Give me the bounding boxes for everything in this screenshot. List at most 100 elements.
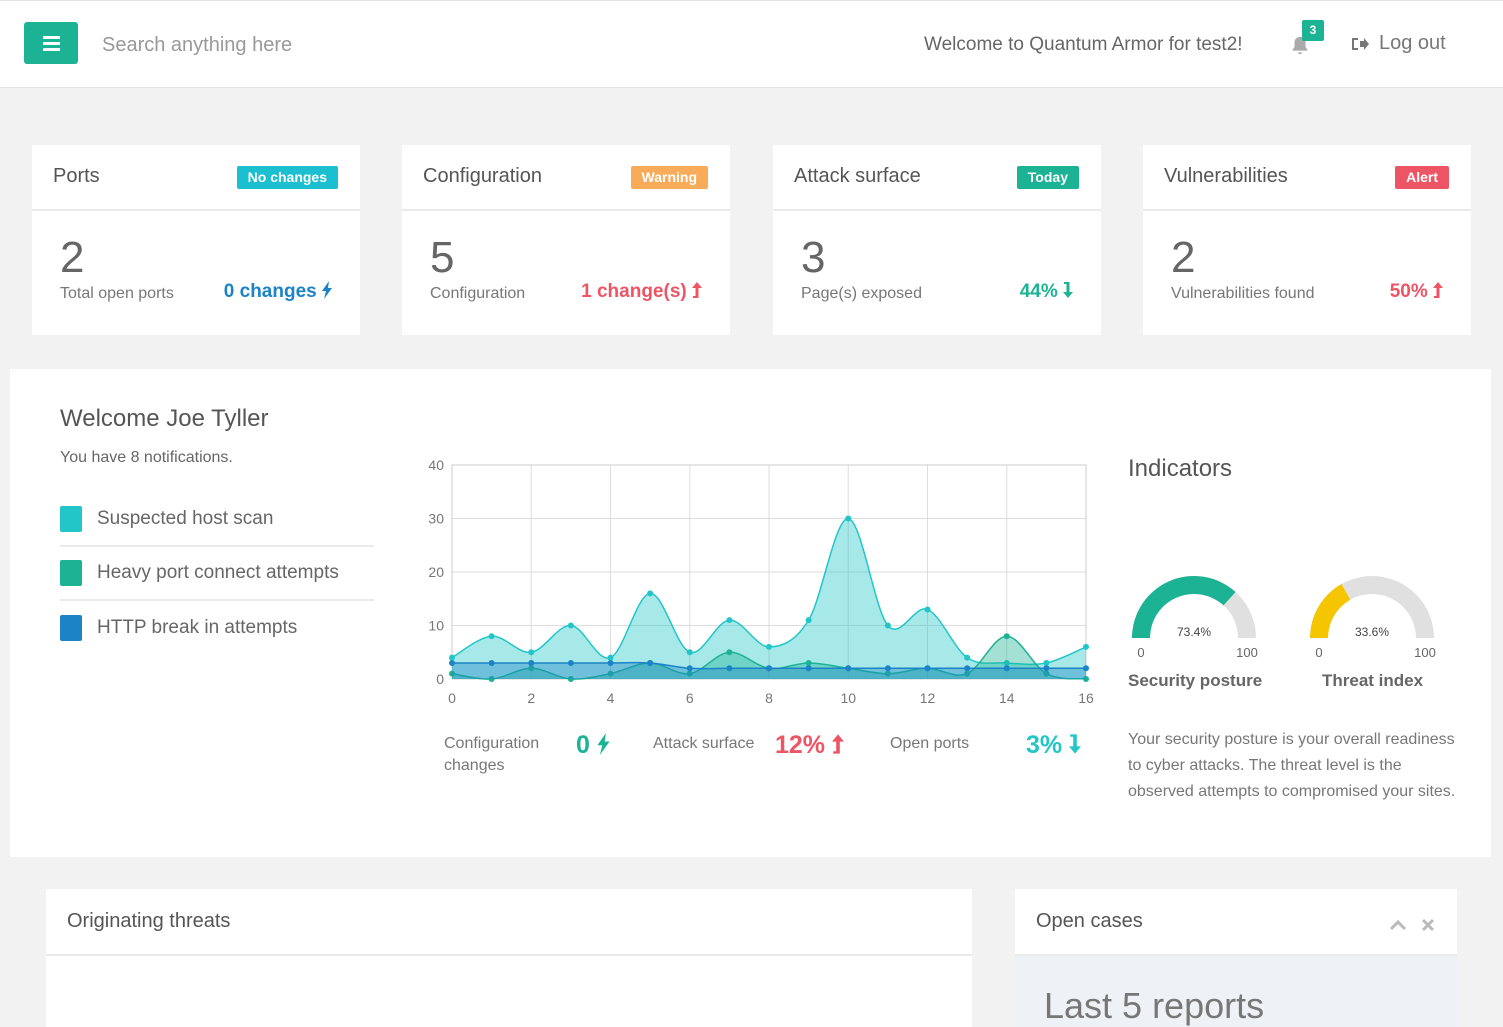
security-posture-gauge: 73.4% 0 100 bbox=[1132, 576, 1258, 660]
data-point-http-break bbox=[964, 665, 971, 672]
data-point-port-connect bbox=[805, 659, 812, 666]
card-title: Vulnerabilities bbox=[1164, 165, 1288, 187]
card-value: 2 bbox=[60, 233, 85, 282]
vulnerabilities-card: Vulnerabilities Alert 2 Vulnerabilities … bbox=[1143, 145, 1471, 335]
data-point-http-break bbox=[1003, 665, 1010, 672]
series-area-host-scan bbox=[452, 518, 1086, 679]
logout-link[interactable]: Log out bbox=[1351, 32, 1446, 55]
data-point-host-scan bbox=[766, 643, 772, 650]
card-title: Ports bbox=[53, 165, 100, 187]
legend-label: Suspected host scan bbox=[97, 508, 274, 529]
close-icon[interactable] bbox=[1421, 918, 1435, 932]
y-tick-label: 30 bbox=[428, 511, 444, 527]
x-tick-label: 0 bbox=[448, 690, 456, 706]
arrow-down-icon bbox=[1063, 282, 1073, 298]
status-badge: Alert bbox=[1395, 166, 1449, 189]
card-header: Attack surface Today bbox=[773, 145, 1101, 211]
chevron-up-icon[interactable] bbox=[1390, 919, 1406, 931]
data-point-http-break bbox=[607, 659, 614, 666]
arrow-up-icon bbox=[1433, 282, 1443, 298]
stat-value: 12% bbox=[775, 731, 844, 760]
arrow-up-icon bbox=[832, 734, 844, 754]
gauge-fill bbox=[1132, 576, 1236, 638]
originating-threats-panel: Originating threats bbox=[46, 889, 972, 1027]
card-change-value: 1 change(s) bbox=[581, 281, 687, 302]
legend-item[interactable]: HTTP break in attempts bbox=[60, 601, 374, 655]
gauge-label: Security posture bbox=[1128, 671, 1263, 690]
y-tick-label: 40 bbox=[428, 457, 444, 473]
legend-swatch bbox=[60, 506, 82, 532]
panel-header: Open cases bbox=[1015, 889, 1457, 956]
stat-value-text: 0 bbox=[576, 731, 590, 759]
data-point-port-connect bbox=[488, 676, 495, 682]
card-value: 5 bbox=[430, 233, 455, 282]
legend-item[interactable]: Suspected host scan bbox=[60, 493, 374, 547]
data-point-http-break bbox=[1083, 665, 1089, 672]
data-point-http-break bbox=[567, 659, 574, 666]
card-change: 1 change(s) bbox=[581, 281, 702, 303]
card-subtitle: Vulnerabilities found bbox=[1171, 285, 1315, 302]
card-header: Configuration Warning bbox=[402, 145, 730, 211]
plot-border bbox=[451, 464, 1087, 680]
gauge-fill bbox=[1310, 584, 1351, 638]
card-value: 3 bbox=[801, 233, 826, 282]
status-badge: Warning bbox=[630, 166, 708, 189]
card-change-value: 0 changes bbox=[223, 281, 317, 302]
data-point-http-break bbox=[924, 665, 931, 672]
stat-value: 0 bbox=[576, 731, 610, 760]
data-point-port-connect bbox=[449, 670, 455, 677]
card-value: 2 bbox=[1171, 233, 1196, 282]
x-tick-label: 10 bbox=[840, 690, 856, 706]
gauge-max: 100 bbox=[1236, 645, 1258, 660]
card-subtitle: Page(s) exposed bbox=[801, 285, 922, 302]
hamburger-icon bbox=[43, 36, 60, 39]
panel-header: Originating threats bbox=[46, 889, 972, 956]
data-point-host-scan bbox=[1043, 659, 1050, 666]
panel-title: Originating threats bbox=[67, 910, 231, 932]
data-point-port-connect bbox=[1083, 676, 1089, 682]
legend-item[interactable]: Heavy port connect attempts bbox=[60, 547, 374, 601]
gauge-value: 73.4% bbox=[1177, 625, 1211, 639]
card-subtitle: Configuration bbox=[430, 285, 526, 302]
data-point-port-connect bbox=[1003, 633, 1010, 640]
bell-icon[interactable] bbox=[1289, 35, 1311, 57]
data-point-port-connect bbox=[567, 676, 574, 682]
data-point-host-scan bbox=[726, 617, 733, 624]
activity-area-chart: 0 10 20 30 40 0 2 4 6 8 10 12 14 16 bbox=[428, 457, 1094, 706]
legend-swatch bbox=[60, 615, 82, 641]
data-point-http-break bbox=[528, 659, 535, 666]
data-point-port-connect bbox=[964, 670, 971, 677]
menu-toggle-button[interactable] bbox=[24, 22, 78, 64]
data-point-host-scan bbox=[449, 654, 455, 661]
reports-area bbox=[1015, 956, 1457, 1027]
x-tick-label: 8 bbox=[765, 690, 773, 706]
stat-value-text: 3% bbox=[1026, 731, 1063, 759]
hamburger-icon-line bbox=[43, 48, 60, 51]
card-title: Configuration bbox=[423, 165, 542, 187]
open-cases-panel: Open cases Last 5 reports bbox=[1015, 889, 1457, 1027]
gauge-min: 0 bbox=[1137, 645, 1144, 660]
indicators-description: Your security posture is your overall re… bbox=[1128, 731, 1456, 800]
data-point-host-scan bbox=[488, 633, 495, 640]
threat-index-gauge: 33.6% 0 100 bbox=[1310, 576, 1436, 660]
x-tick-label: 12 bbox=[920, 690, 936, 706]
data-point-port-connect bbox=[726, 649, 733, 656]
gauge-label: Threat index bbox=[1322, 671, 1424, 690]
legend-swatch bbox=[60, 560, 82, 586]
card-change: 50% bbox=[1390, 281, 1443, 303]
card-header: Vulnerabilities Alert bbox=[1143, 145, 1471, 211]
data-point-http-break bbox=[449, 659, 455, 666]
y-tick-label: 0 bbox=[436, 671, 444, 687]
notification-summary: You have 8 notifications. bbox=[60, 449, 233, 466]
card-header: Ports No changes bbox=[32, 145, 360, 211]
x-tick-label: 14 bbox=[999, 690, 1015, 706]
x-tick-label: 2 bbox=[527, 690, 535, 706]
search-input[interactable] bbox=[102, 31, 402, 59]
welcome-message: Welcome to Quantum Armor for test2! bbox=[924, 34, 1243, 55]
stat-label: Configuration changes bbox=[444, 735, 540, 774]
data-point-host-scan bbox=[607, 654, 614, 661]
attack-surface-card: Attack surface Today 3 Page(s) exposed 4… bbox=[773, 145, 1101, 335]
card-change-value: 50% bbox=[1389, 281, 1428, 302]
card-change: 0 changes bbox=[224, 281, 332, 303]
arrow-up-icon bbox=[692, 282, 702, 298]
